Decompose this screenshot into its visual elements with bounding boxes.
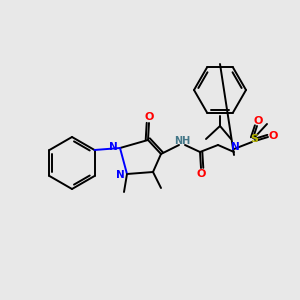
Text: N: N	[109, 142, 117, 152]
Text: S: S	[250, 134, 258, 144]
Text: O: O	[144, 112, 154, 122]
Text: O: O	[196, 169, 206, 179]
Text: O: O	[253, 116, 263, 126]
Text: N: N	[231, 142, 239, 152]
Text: N: N	[116, 170, 124, 180]
Text: O: O	[268, 131, 278, 141]
Text: NH: NH	[174, 136, 190, 146]
